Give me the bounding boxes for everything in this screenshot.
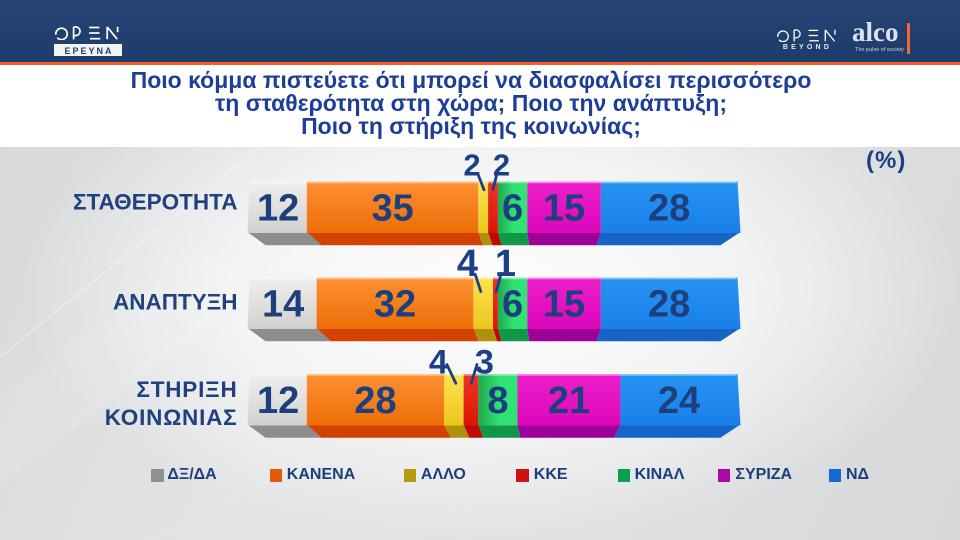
svg-text:2: 2 <box>463 147 480 182</box>
svg-text:24: 24 <box>658 380 700 422</box>
svg-text:28: 28 <box>648 284 690 326</box>
svg-text:35: 35 <box>371 188 413 230</box>
svg-text:4: 4 <box>429 343 448 381</box>
svg-text:6: 6 <box>502 188 523 230</box>
svg-text:8: 8 <box>487 380 508 422</box>
svg-text:21: 21 <box>548 380 590 422</box>
svg-text:28: 28 <box>354 380 396 422</box>
svg-text:ΣΤΑΘΕΡΟΤΗΤΑ: ΣΤΑΘΕΡΟΤΗΤΑ <box>73 190 238 215</box>
svg-text:15: 15 <box>543 284 585 326</box>
svg-text:32: 32 <box>374 284 416 326</box>
svg-text:3: 3 <box>475 343 494 381</box>
svg-text:1: 1 <box>495 243 516 285</box>
svg-text:12: 12 <box>257 188 299 230</box>
svg-text:ΣΤΗΡΙΞΗ: ΣΤΗΡΙΞΗ <box>136 377 237 402</box>
svg-text:2: 2 <box>493 147 510 182</box>
svg-text:ΑΝΑΠΤΥΞΗ: ΑΝΑΠΤΥΞΗ <box>113 290 237 315</box>
svg-text:6: 6 <box>502 284 523 326</box>
svg-text:28: 28 <box>648 188 690 230</box>
svg-text:ΚΟΙΝΩΝΙΑΣ: ΚΟΙΝΩΝΙΑΣ <box>105 405 238 430</box>
svg-text:14: 14 <box>262 284 304 326</box>
svg-text:12: 12 <box>257 380 299 422</box>
svg-text:15: 15 <box>543 188 585 230</box>
svg-text:4: 4 <box>457 243 478 285</box>
